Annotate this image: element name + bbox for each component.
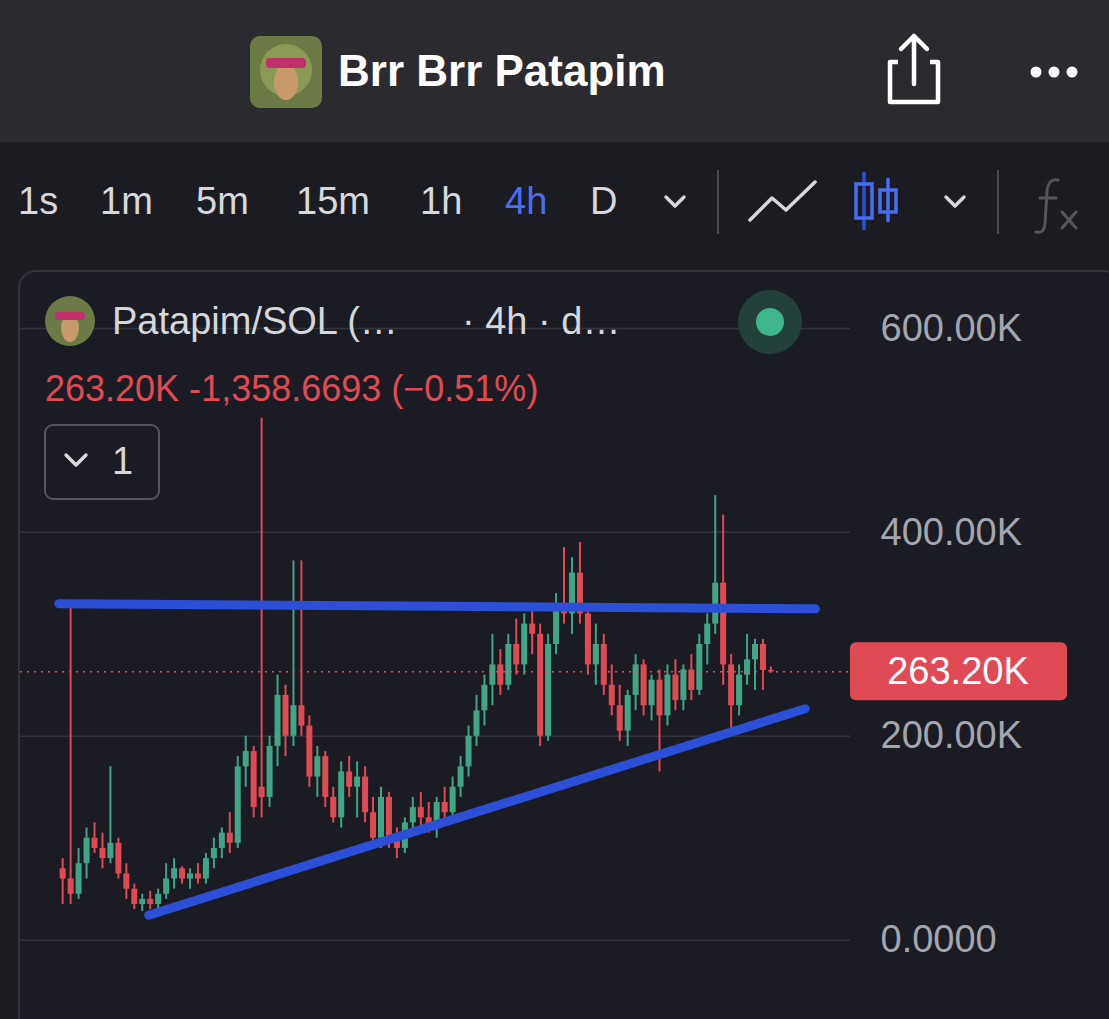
html-text:4h: 4h [505,180,548,222]
svg-text:263.20K: 263.20K [887,650,1029,692]
html-text:D: D [590,180,618,222]
html-text:Patapim/SOL (…: Patapim/SOL (… [112,300,398,342]
html-text:1m: 1m [100,180,153,222]
html-text:5m: 5m [196,180,249,222]
html-text:· 4h · d…: · 4h · d… [462,300,621,342]
html-text:263.20K -1,358.6693 (−0.51%): 263.20K -1,358.6693 (−0.51%) [45,368,539,409]
html-text:1: 1 [112,440,134,482]
svg-text:400.00K: 400.00K [881,510,1023,552]
html-text:Brr Brr Patapim: Brr Brr Patapim [338,46,666,95]
html-text:15m: 15m [296,180,370,222]
svg-text:200.00K: 200.00K [881,714,1023,756]
html-text:1h: 1h [420,180,463,222]
html-text:1s: 1s [18,180,59,222]
svg-text:600.00K: 600.00K [881,307,1023,349]
svg-text:0.0000: 0.0000 [881,918,997,960]
